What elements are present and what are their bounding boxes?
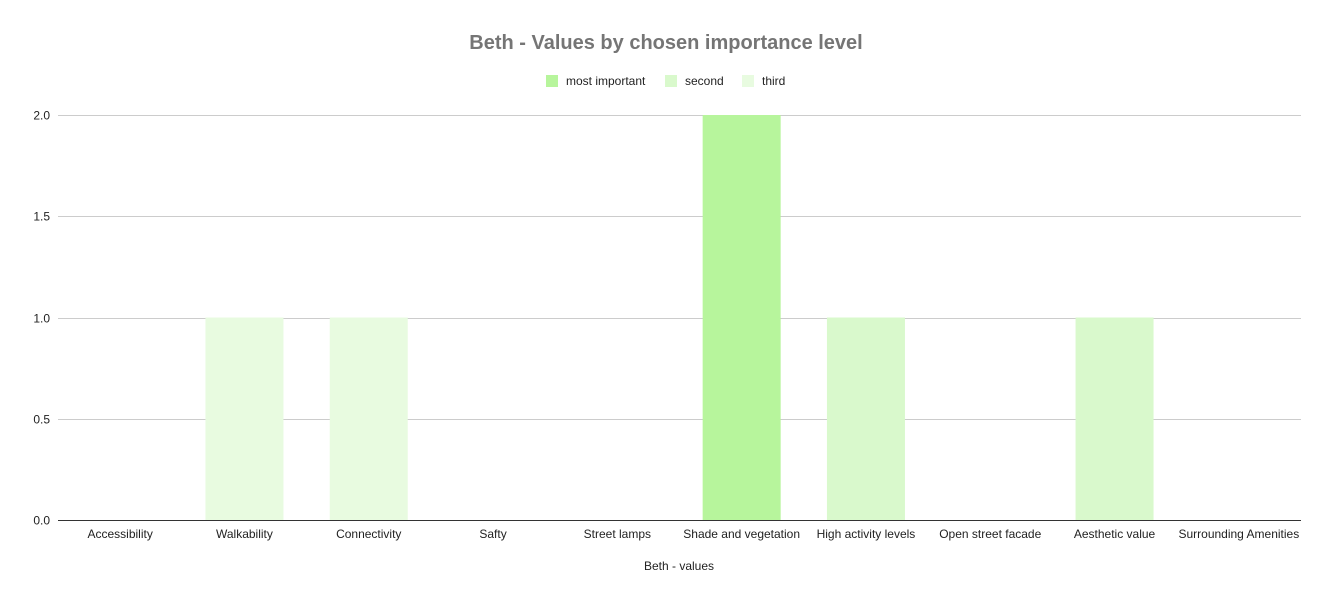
bar-most-important-5 (702, 115, 781, 520)
legend-label-most-important: most important (566, 74, 646, 88)
x-tick-label: Shade and vegetation (683, 527, 800, 541)
y-tick-label: 0.5 (33, 413, 50, 427)
bar-second-8 (1075, 317, 1154, 520)
bar-third-2 (329, 317, 408, 520)
legend-label-second: second (685, 74, 724, 88)
legend-swatch-third (742, 75, 754, 87)
legend-label-third: third (762, 74, 785, 88)
y-axis-ticks: 0.0 0.5 1.0 1.5 2.0 (33, 109, 50, 528)
x-axis-ticks: Accessibility Walkability Connectivity Saft… (87, 527, 1299, 541)
y-tick-label: 2.0 (33, 109, 50, 123)
x-tick-label: Accessibility (87, 527, 152, 541)
y-tick-label: 0.0 (33, 514, 50, 528)
x-tick-label: Connectivity (336, 527, 401, 541)
x-tick-label: High activity levels (817, 527, 916, 541)
bar-third-1 (205, 317, 284, 520)
y-tick-label: 1.0 (33, 312, 50, 326)
x-tick-label: Open street facade (939, 527, 1041, 541)
bar-second-6 (826, 317, 905, 520)
x-tick-label: Street lamps (584, 527, 651, 541)
x-axis-title: Beth - values (644, 559, 714, 573)
x-tick-label: Aesthetic value (1074, 527, 1156, 541)
chart-title: Beth - Values by chosen importance level (469, 32, 862, 54)
y-tick-label: 1.5 (33, 210, 50, 224)
bars (205, 115, 1154, 520)
legend-swatch-most-important (546, 75, 558, 87)
legend: most important second third (546, 74, 785, 88)
x-tick-label: Safty (479, 527, 506, 541)
x-tick-label: Walkability (216, 527, 273, 541)
legend-swatch-second (665, 75, 677, 87)
x-tick-label: Surrounding Amenities (1178, 527, 1299, 541)
